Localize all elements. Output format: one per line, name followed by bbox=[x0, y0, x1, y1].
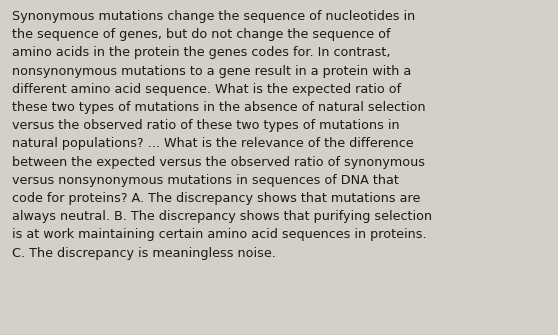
Text: Synonymous mutations change the sequence of nucleotides in
the sequence of genes: Synonymous mutations change the sequence… bbox=[12, 10, 432, 260]
